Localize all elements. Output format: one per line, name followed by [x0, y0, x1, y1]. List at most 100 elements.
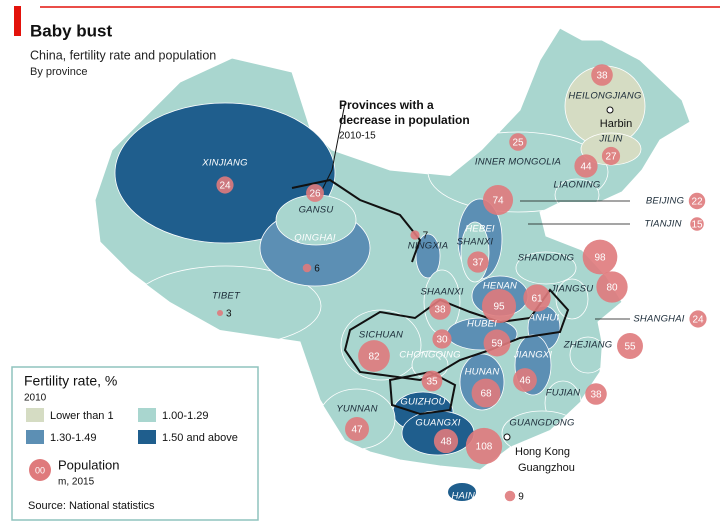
province-label: TIANJIN [644, 219, 681, 230]
population-bubble [302, 263, 312, 273]
population-bubble [471, 378, 501, 408]
population-bubble [585, 383, 607, 405]
legend-label: Lower than 1 [50, 410, 114, 422]
annotation-line: decrease in population [339, 113, 470, 127]
province-label: QINGHAI [294, 233, 336, 244]
label-leaders [520, 200, 630, 320]
legend-swatch [138, 430, 156, 444]
annotation-period: 2010-15 [339, 131, 376, 142]
population-label: 38 [434, 305, 446, 316]
population-bubble [429, 298, 451, 320]
title: Baby bust [30, 21, 113, 40]
province-label: JIANGXI [513, 350, 553, 361]
legend-swatch [26, 408, 44, 422]
population-bubble [410, 230, 420, 240]
population-bubble [690, 217, 704, 231]
province-region [555, 278, 589, 320]
province-label: SICHUAN [359, 330, 403, 341]
legend-population-title: Population [58, 457, 119, 472]
province-region [114, 102, 336, 244]
province-label: FUJIAN [546, 388, 580, 399]
population-bubble [574, 154, 598, 178]
population-label: 37 [472, 258, 484, 269]
population-bubble [523, 284, 551, 312]
population-bubble [509, 133, 527, 151]
city-label: Hong Kong [515, 446, 570, 458]
population-label: 61 [531, 294, 543, 305]
population-bubble [306, 184, 324, 202]
province-label: NINGXIA [408, 241, 448, 252]
city-marker [503, 433, 511, 441]
population-label: 68 [480, 389, 492, 400]
province-label: HEBEI [465, 224, 495, 235]
legend: Fertility rate, % 2010 Population m, 201… [11, 366, 259, 521]
province-label: XINJIANG [201, 158, 247, 169]
province-label: INNER MONGOLIA [475, 157, 561, 168]
population-label: 3 [226, 309, 232, 320]
population-label: 44 [580, 162, 592, 173]
province-label: GUANGDONG [509, 418, 574, 429]
population-bubble [421, 370, 443, 392]
population-bubble [432, 329, 452, 349]
province-label: HEILONGJIANG [568, 91, 641, 102]
population-bubble [216, 309, 224, 317]
province-label: ANHUI [528, 313, 560, 324]
province-label: ZHEJIANG [563, 340, 613, 351]
population-label: 46 [519, 376, 531, 387]
legend-label: 1.50 and above [162, 432, 238, 444]
province-label: TIBET [212, 291, 241, 302]
population-bubble [591, 64, 613, 86]
population-label: 74 [492, 196, 504, 207]
population-bubble [465, 427, 503, 465]
province-label: BEIJING [646, 196, 684, 207]
legend-bubble [29, 459, 51, 481]
population-label: 25 [512, 138, 524, 149]
population-bubble [483, 329, 511, 357]
population-bubble [216, 176, 234, 194]
legend-swatch [26, 430, 44, 444]
population-bubble [345, 417, 369, 441]
province-label: HAINAN [451, 491, 488, 502]
city-label: Guangzhou [518, 462, 575, 474]
population-bubble [617, 333, 643, 359]
population-label: 24 [692, 315, 704, 326]
population-label: 38 [590, 390, 602, 401]
hainan-island [448, 483, 476, 501]
province-label: JIANGSU [550, 284, 594, 295]
province-label: GUIZHOU [400, 397, 445, 408]
population-label: 35 [426, 377, 438, 388]
province-label: HUNAN [465, 367, 500, 378]
population-label: 27 [605, 152, 617, 163]
province-label: LIAONING [554, 180, 601, 191]
legend-label: 1.00-1.29 [162, 410, 208, 422]
province-label: GANSU [299, 205, 334, 216]
province-label: CHONGQING [399, 350, 460, 361]
province-region [653, 323, 665, 335]
city-label: Harbin [600, 118, 632, 130]
legend-box [11, 366, 259, 521]
population-label: 48 [440, 437, 452, 448]
population-label: 38 [596, 71, 608, 82]
population-label: 47 [351, 425, 363, 436]
population-bubble [358, 340, 390, 372]
city-marker [606, 106, 614, 114]
subtitle-note: By province [30, 66, 87, 78]
province-label: SHANXI [457, 237, 494, 248]
population-label: 98 [594, 253, 606, 264]
population-label: 55 [624, 342, 636, 353]
population-label: 9 [518, 492, 524, 503]
legend-bubble-label: 00 [35, 465, 45, 475]
annotation-leader [321, 102, 346, 191]
source: Source: National statistics [28, 500, 155, 512]
population-bubble [481, 288, 517, 324]
province-region [656, 227, 670, 241]
province-label: SHAANXI [420, 287, 463, 298]
legend-year: 2010 [24, 393, 47, 404]
population-bubble [582, 239, 618, 275]
province-label: GUANGXI [415, 418, 460, 429]
population-label: 80 [606, 283, 618, 294]
population-label: 24 [219, 181, 231, 192]
population-label: 95 [493, 302, 505, 313]
legend-title: Fertility rate, % [24, 373, 117, 389]
